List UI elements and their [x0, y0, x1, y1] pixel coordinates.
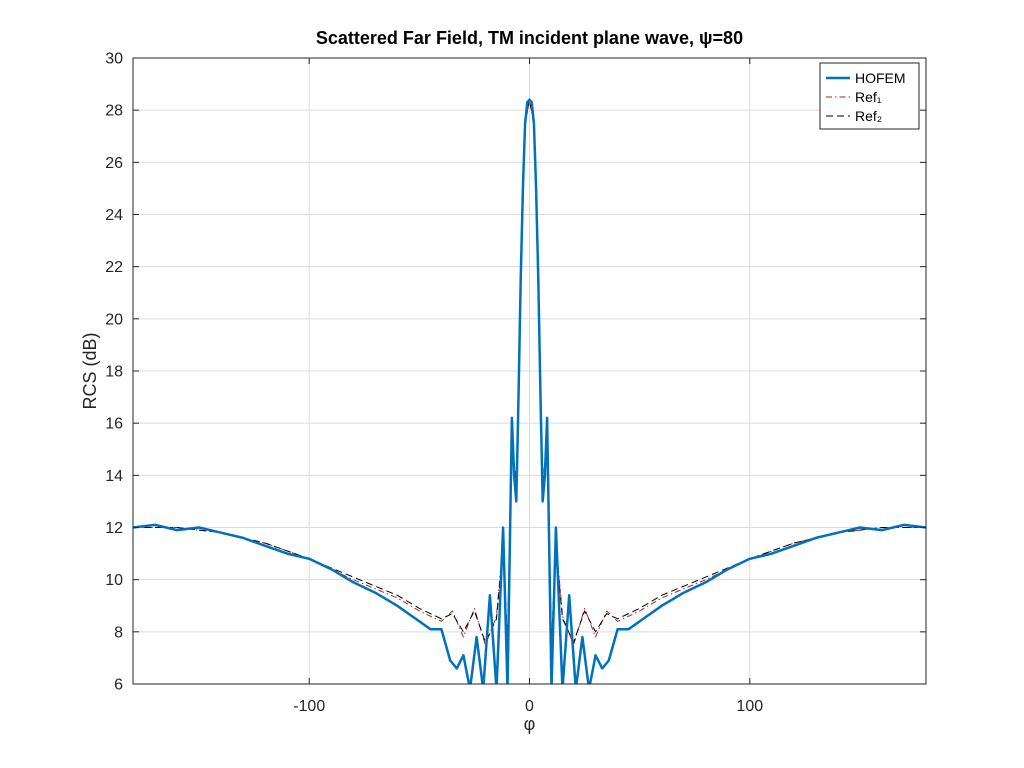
legend: HOFEM Ref₁ Ref₂ — [819, 62, 920, 130]
y-tick-label: 6 — [114, 677, 123, 694]
legend-label-1: Ref₁ — [855, 89, 882, 105]
axis-ticks: 6 8 10 12 14 16 18 20 22 24 26 28 30 -100 0 100 — [105, 51, 926, 715]
legend-box — [819, 62, 920, 130]
x-tick-label: 100 — [736, 698, 763, 715]
y-tick-label: 12 — [105, 520, 123, 537]
y-tick-label: 30 — [105, 51, 123, 68]
x-axis-label: φ — [524, 714, 536, 734]
chart-title: Scattered Far Field, TM incident plane w… — [316, 28, 743, 48]
y-tick-label: 14 — [105, 468, 123, 485]
y-tick-label: 10 — [105, 572, 123, 589]
y-tick-label: 28 — [105, 103, 123, 120]
y-tick-label: 18 — [105, 364, 123, 381]
y-axis-label: RCS (dB) — [80, 332, 100, 409]
legend-label-2: Ref₂ — [855, 108, 882, 124]
x-tick-label: 0 — [525, 698, 534, 715]
legend-label-0: HOFEM — [855, 70, 906, 86]
y-tick-label: 26 — [105, 155, 123, 172]
y-tick-label: 22 — [105, 259, 123, 276]
y-tick-label: 20 — [105, 311, 123, 328]
x-tick-label: -100 — [293, 698, 325, 715]
series-line-0 — [133, 98, 926, 684]
y-tick-label: 16 — [105, 416, 123, 433]
y-tick-label: 24 — [105, 207, 123, 224]
series-layer — [133, 98, 926, 684]
y-tick-label: 8 — [114, 624, 123, 641]
grid-lines — [133, 57, 926, 685]
